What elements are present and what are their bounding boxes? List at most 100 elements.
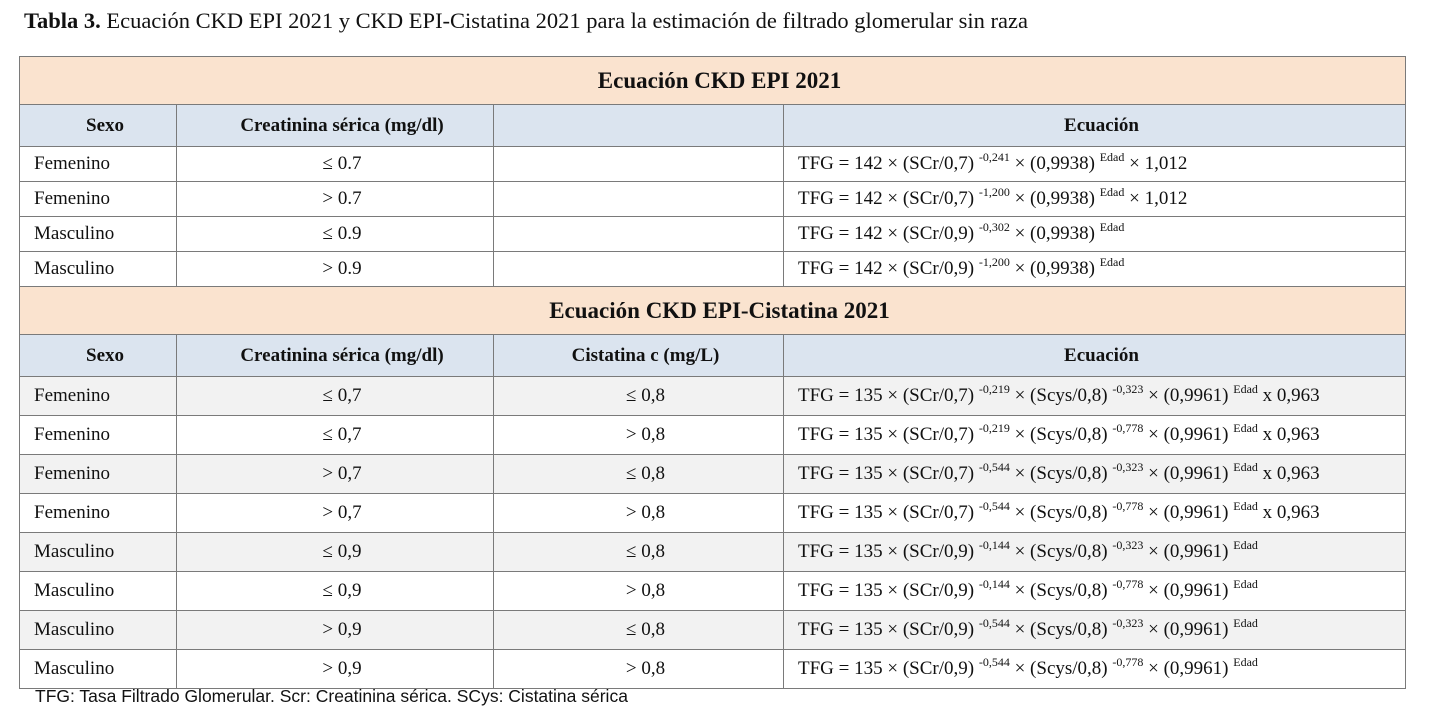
section-ckd-epi-rows: Femenino ≤ 0.7 TFG = 142 × (SCr/0,7) -0,24… [19,146,1406,287]
table-row: Masculino > 0.9 TFG = 142 × (SCr/0,9) -1,2… [19,251,1406,287]
table-row: Femenino > 0,7 > 0,8 TFG = 135 × (SCr/0,7) … [19,493,1406,533]
equation-text: × (0,9961) [1143,424,1234,445]
equation-text: TFG = 135 × (SCr/0,9) [798,619,979,640]
header-ecuacion: Ecuación [783,104,1406,147]
ecuacion-cell: TFG = 135 × (SCr/0,7) -0,544 × (Scys/0,8… [783,454,1406,494]
equation-exponent: -0,302 [978,220,1010,234]
header-creatinina: Creatinina sérica (mg/dl) [176,104,494,147]
sexo-cell: Femenino [19,415,177,455]
equation-exponent: -0,544 [978,616,1010,630]
equation-exponent: -0,544 [978,499,1010,513]
equation-text: × (Scys/0,8) [1009,619,1113,640]
equation-text: × (Scys/0,8) [1009,580,1113,601]
cistatina-cell: > 0,8 [493,415,784,455]
ecuacion-cell: TFG = 135 × (SCr/0,9) -0,544 × (Scys/0,8… [783,649,1406,689]
ecuacion-cell: TFG = 142 × (SCr/0,9) -1,200 × (0,9938) … [783,251,1406,287]
cistatina-cell: ≤ 0,8 [493,532,784,572]
equation-text: × (Scys/0,8) [1009,541,1113,562]
ecuacion-cell: TFG = 142 × (SCr/0,7) -0,241 × (0,9938) … [783,146,1406,182]
cistatina-cell [493,216,784,252]
section-cistatina-header-row: Sexo Creatinina sérica (mg/dl) Cistatina… [19,334,1406,377]
footnote: TFG: Tasa Filtrado Glomerular. Scr: Crea… [35,686,628,706]
header-empty [493,104,784,147]
cistatina-cell: > 0,8 [493,493,784,533]
equation-exponent: Edad [1233,538,1258,552]
equation-text: × (0,9938) [1009,153,1100,174]
cistatina-cell [493,251,784,287]
section-ckd-epi-title-row: Ecuación CKD EPI 2021 [19,56,1406,105]
sexo-cell: Masculino [19,571,177,611]
sexo-cell: Masculino [19,532,177,572]
equation-text: × 1,012 [1124,188,1188,209]
table-row: Masculino ≤ 0,9 ≤ 0,8 TFG = 135 × (SCr/0,9)… [19,532,1406,572]
equation-exponent: -0,323 [1112,460,1144,474]
header-ecuacion: Ecuación [783,334,1406,377]
equation-text: TFG = 135 × (SCr/0,7) [798,424,979,445]
creatinina-cell: ≤ 0.9 [176,216,494,252]
equation-text: × (Scys/0,8) [1009,463,1113,484]
equation-exponent: -0,778 [1112,655,1144,669]
equation-exponent: -0,544 [978,655,1010,669]
section-title: Ecuación CKD EPI-Cistatina 2021 [19,286,1406,335]
equation-text: × (0,9961) [1143,658,1234,679]
equation-exponent: -0,219 [978,421,1010,435]
equation-text: × (0,9961) [1143,580,1234,601]
section-ckd-epi-header-row: Sexo Creatinina sérica (mg/dl) Ecuación [19,104,1406,147]
header-cistatina: Cistatina c (mg/L) [493,334,784,377]
table-row: Femenino ≤ 0,7 ≤ 0,8 TFG = 135 × (SCr/0,7) … [19,376,1406,416]
equation-text: × (0,9961) [1143,541,1234,562]
equation-exponent: -0,778 [1112,577,1144,591]
equation-exponent: -1,200 [978,255,1010,269]
cistatina-cell [493,146,784,182]
equation-exponent: -0,144 [978,538,1010,552]
equation-text: TFG = 135 × (SCr/0,9) [798,658,979,679]
equation-exponent: Edad [1233,382,1258,396]
table-row: Masculino > 0,9 > 0,8 TFG = 135 × (SCr/0,9)… [19,649,1406,689]
cistatina-cell: > 0,8 [493,649,784,689]
equation-text: TFG = 142 × (SCr/0,7) [798,153,979,174]
equation-exponent: Edad [1233,577,1258,591]
header-sexo: Sexo [19,334,177,377]
table-row: Femenino ≤ 0,7 > 0,8 TFG = 135 × (SCr/0,7) … [19,415,1406,455]
table-row: Femenino ≤ 0.7 TFG = 142 × (SCr/0,7) -0,24… [19,146,1406,182]
ecuacion-cell: TFG = 135 × (SCr/0,9) -0,144 × (Scys/0,8… [783,571,1406,611]
sexo-cell: Femenino [19,376,177,416]
table-caption: Tabla 3. Ecuación CKD EPI 2021 y CKD EPI… [24,8,1028,34]
ecuacion-cell: TFG = 135 × (SCr/0,9) -0,544 × (Scys/0,8… [783,610,1406,650]
creatinina-cell: > 0,9 [176,610,494,650]
equation-exponent: -1,200 [978,185,1010,199]
equation-exponent: -0,219 [978,382,1010,396]
equation-text: × (0,9938) [1009,258,1100,279]
ecuacion-cell: TFG = 135 × (SCr/0,9) -0,144 × (Scys/0,8… [783,532,1406,572]
equation-text: × 1,012 [1124,153,1188,174]
equation-text: x 0,963 [1257,463,1320,484]
table-row: Femenino > 0.7 TFG = 142 × (SCr/0,7) -1,20… [19,181,1406,217]
equation-text: x 0,963 [1257,385,1320,406]
sexo-cell: Femenino [19,146,177,182]
header-creatinina: Creatinina sérica (mg/dl) [176,334,494,377]
creatinina-cell: ≤ 0,7 [176,415,494,455]
equation-text: TFG = 135 × (SCr/0,7) [798,385,979,406]
equation-exponent: Edad [1233,655,1258,669]
equation-text: × (0,9961) [1143,463,1234,484]
equation-text: × (Scys/0,8) [1009,424,1113,445]
ecuacion-cell: TFG = 135 × (SCr/0,7) -0,544 × (Scys/0,8… [783,493,1406,533]
equation-exponent: Edad [1099,150,1125,164]
equation-exponent: Edad [1099,185,1125,199]
section-cistatina-title-row: Ecuación CKD EPI-Cistatina 2021 [19,286,1406,335]
sexo-cell: Masculino [19,251,177,287]
table-row: Masculino > 0,9 ≤ 0,8 TFG = 135 × (SCr/0,9)… [19,610,1406,650]
equation-exponent: -0,144 [978,577,1010,591]
creatinina-cell: > 0,7 [176,493,494,533]
sexo-cell: Masculino [19,216,177,252]
equation-exponent: -0,544 [978,460,1010,474]
equation-exponent: -0,778 [1112,421,1144,435]
header-sexo: Sexo [19,104,177,147]
equation-exponent: -0,778 [1112,499,1144,513]
cistatina-cell: ≤ 0,8 [493,454,784,494]
equation-text: TFG = 135 × (SCr/0,7) [798,463,979,484]
creatinina-cell: ≤ 0,7 [176,376,494,416]
equation-exponent: Edad [1233,499,1258,513]
equation-text: TFG = 142 × (SCr/0,7) [798,188,979,209]
equation-text: × (0,9961) [1143,385,1234,406]
